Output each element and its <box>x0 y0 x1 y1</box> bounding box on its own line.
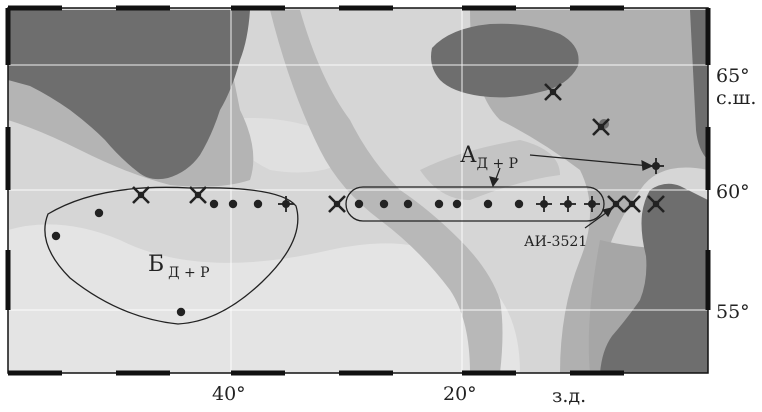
station-dot <box>94 208 104 218</box>
iceland-landmass <box>431 23 579 98</box>
station-star <box>536 196 552 212</box>
lat-unit-label: с.ш. <box>716 87 756 109</box>
station-cross <box>647 195 665 213</box>
station-cross <box>592 118 610 136</box>
station-dot <box>483 199 493 209</box>
region-a-outline <box>345 186 605 222</box>
region-a-label: АД + Р <box>460 143 518 172</box>
lat-label-55: 55° <box>716 301 750 323</box>
station-star <box>648 158 664 174</box>
lon-unit-label: з.д. <box>552 385 586 407</box>
station-dot <box>51 231 61 241</box>
station-dot <box>209 199 219 209</box>
station-cross <box>189 186 207 204</box>
station-dot <box>452 199 462 209</box>
latitude-labels: 65° с.ш. 60° 55° <box>716 65 756 323</box>
station-dot <box>228 199 238 209</box>
lat-label-65: 65° <box>716 65 750 87</box>
station-dot <box>253 199 263 209</box>
mid-ocean-ridge <box>270 10 503 373</box>
station-dot <box>514 199 524 209</box>
station-cross <box>607 195 625 213</box>
station-star <box>278 196 294 212</box>
station-dot <box>354 199 364 209</box>
longitude-labels: 40° 20° з.д. <box>212 383 586 407</box>
station-cross <box>328 195 346 213</box>
plateau <box>420 140 560 200</box>
british-isles-landmass <box>600 183 708 373</box>
station-cross <box>132 186 150 204</box>
scandinavia-edge <box>690 10 708 160</box>
station-dot <box>379 199 389 209</box>
station-dot <box>403 199 413 209</box>
region-b-outline <box>44 186 299 325</box>
station-dot <box>176 307 186 317</box>
station-star <box>560 196 576 212</box>
station-label: АИ-3521 <box>524 234 587 250</box>
abyssal-plain-south <box>8 224 520 373</box>
lon-label-20: 20° <box>443 383 477 405</box>
greenland-landmass <box>8 10 250 180</box>
lat-label-60: 60° <box>716 181 750 203</box>
station-star <box>584 196 600 212</box>
station-cross <box>623 195 641 213</box>
station-cross <box>544 83 562 101</box>
station-markers <box>51 83 665 317</box>
station-dot <box>434 199 444 209</box>
map-frame <box>5 5 711 376</box>
lon-label-40: 40° <box>212 383 246 405</box>
iceland-faroe-shelf <box>470 10 708 373</box>
